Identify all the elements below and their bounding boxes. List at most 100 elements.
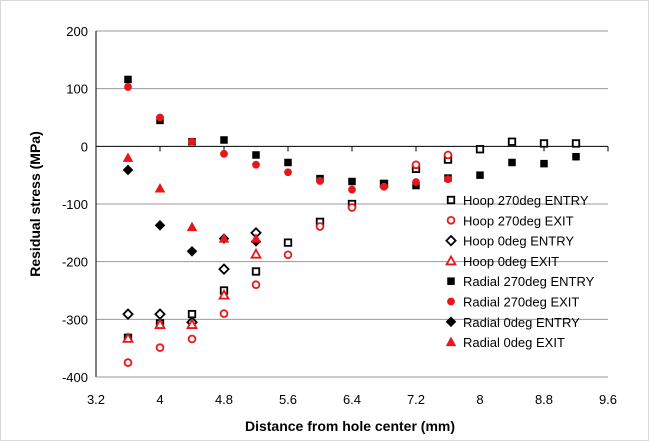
data-point <box>123 358 133 367</box>
series-6 <box>122 164 262 257</box>
legend-label: Hoop 0deg EXIT <box>463 254 559 269</box>
legend-marker <box>445 234 457 247</box>
series-4 <box>124 75 580 190</box>
data-point <box>571 139 581 148</box>
y-tick-label: -100 <box>62 197 88 212</box>
legend-entry: Hoop 270deg ENTRY <box>446 193 589 208</box>
data-point <box>122 332 134 343</box>
data-point <box>507 137 517 146</box>
data-point <box>411 160 421 170</box>
legend-label: Radial 0deg EXIT <box>463 335 565 350</box>
data-point <box>122 152 134 162</box>
data-point <box>250 247 262 259</box>
series-5 <box>124 83 452 194</box>
legend-entry: Radial 0deg EXIT <box>445 335 565 350</box>
data-point <box>154 183 166 193</box>
y-tick-label: 0 <box>81 139 88 154</box>
x-tick-label: 8 <box>476 392 483 407</box>
series-1 <box>123 150 453 367</box>
data-point <box>443 150 453 160</box>
data-point <box>475 145 485 154</box>
data-point <box>283 250 293 260</box>
series-7 <box>122 152 262 243</box>
data-point <box>122 308 134 321</box>
legend-entry: Hoop 270deg EXIT <box>446 213 574 228</box>
data-point <box>220 136 228 144</box>
legend-entry: Radial 270deg EXIT <box>447 295 579 310</box>
y-tick-label: -300 <box>62 312 88 327</box>
x-tick-label: 7.2 <box>407 392 425 407</box>
data-point <box>251 267 261 276</box>
legend-marker <box>445 336 457 347</box>
data-point <box>444 175 452 184</box>
data-point <box>154 308 166 321</box>
axes <box>95 31 609 378</box>
data-point <box>252 160 260 169</box>
x-tick-label: 4.8 <box>215 392 233 407</box>
data-point <box>315 222 325 231</box>
legend-entry: Hoop 0deg EXIT <box>445 254 559 269</box>
data-point <box>284 158 292 167</box>
legend-entry: Radial 0deg ENTRY <box>445 315 580 330</box>
data-point <box>155 343 165 352</box>
data-point <box>252 151 260 159</box>
data-point <box>219 309 229 318</box>
x-tick-label: 3.2 <box>87 392 105 407</box>
data-point <box>283 238 293 247</box>
data-point <box>540 159 548 168</box>
data-point <box>187 334 197 344</box>
y-tick-labels: 200 100 0 -100 -200 -300 -400 <box>62 24 88 385</box>
y-tick-label: -400 <box>62 370 88 385</box>
legend-marker <box>447 297 455 306</box>
data-point <box>476 171 484 179</box>
data-point <box>186 245 198 257</box>
x-axis-title: Distance from hole center (mm) <box>245 418 455 434</box>
data-point <box>154 220 166 231</box>
x-tick-labels: 3.2 4 4.8 5.6 6.4 7.2 8 8.8 9.6 <box>87 392 617 407</box>
data-point <box>508 158 516 167</box>
legend-marker <box>447 277 455 285</box>
legend-marker <box>446 216 456 225</box>
data-point <box>347 203 357 212</box>
x-tick-label: 8.8 <box>535 392 553 407</box>
legend-label: Hoop 270deg ENTRY <box>463 193 589 208</box>
y-tick-label: -200 <box>62 255 88 270</box>
legend-label: Hoop 270deg EXIT <box>463 213 574 228</box>
legend-label: Radial 270deg ENTRY <box>463 274 595 289</box>
data-point <box>412 178 420 186</box>
data-point <box>316 177 324 185</box>
data-point <box>186 318 198 329</box>
x-tick-label: 5.6 <box>279 392 297 407</box>
legend-marker <box>445 316 457 328</box>
data-point <box>250 233 262 243</box>
data-point <box>539 139 549 148</box>
legend-marker <box>446 195 456 205</box>
data-point <box>572 152 580 161</box>
x-tick-label: 4 <box>156 392 163 407</box>
y-tick-label: 100 <box>66 82 88 97</box>
legend-marker <box>445 254 457 266</box>
data-point <box>218 233 230 243</box>
data-point <box>154 318 166 329</box>
data-point <box>284 168 292 177</box>
series-3 <box>122 247 262 343</box>
data-point <box>218 263 230 276</box>
legend-label: Radial 0deg ENTRY <box>463 315 580 330</box>
data-point <box>122 164 134 176</box>
data-point <box>124 75 132 84</box>
data-point <box>380 182 388 191</box>
legend: Hoop 270deg ENTRY Hoop 270deg EXIT Hoop 0d… <box>445 193 595 350</box>
legend-entry: Hoop 0deg ENTRY <box>445 234 574 249</box>
legend-label: Hoop 0deg ENTRY <box>463 234 574 249</box>
data-point <box>156 113 164 122</box>
data-point <box>186 221 198 232</box>
data-point <box>218 288 230 300</box>
data-point <box>124 83 132 91</box>
x-tick-label: 6.4 <box>343 392 361 407</box>
data-point <box>348 185 356 194</box>
data-point <box>188 137 196 146</box>
x-tick-label: 9.6 <box>599 392 617 407</box>
legend-label: Radial 270deg EXIT <box>463 295 579 310</box>
